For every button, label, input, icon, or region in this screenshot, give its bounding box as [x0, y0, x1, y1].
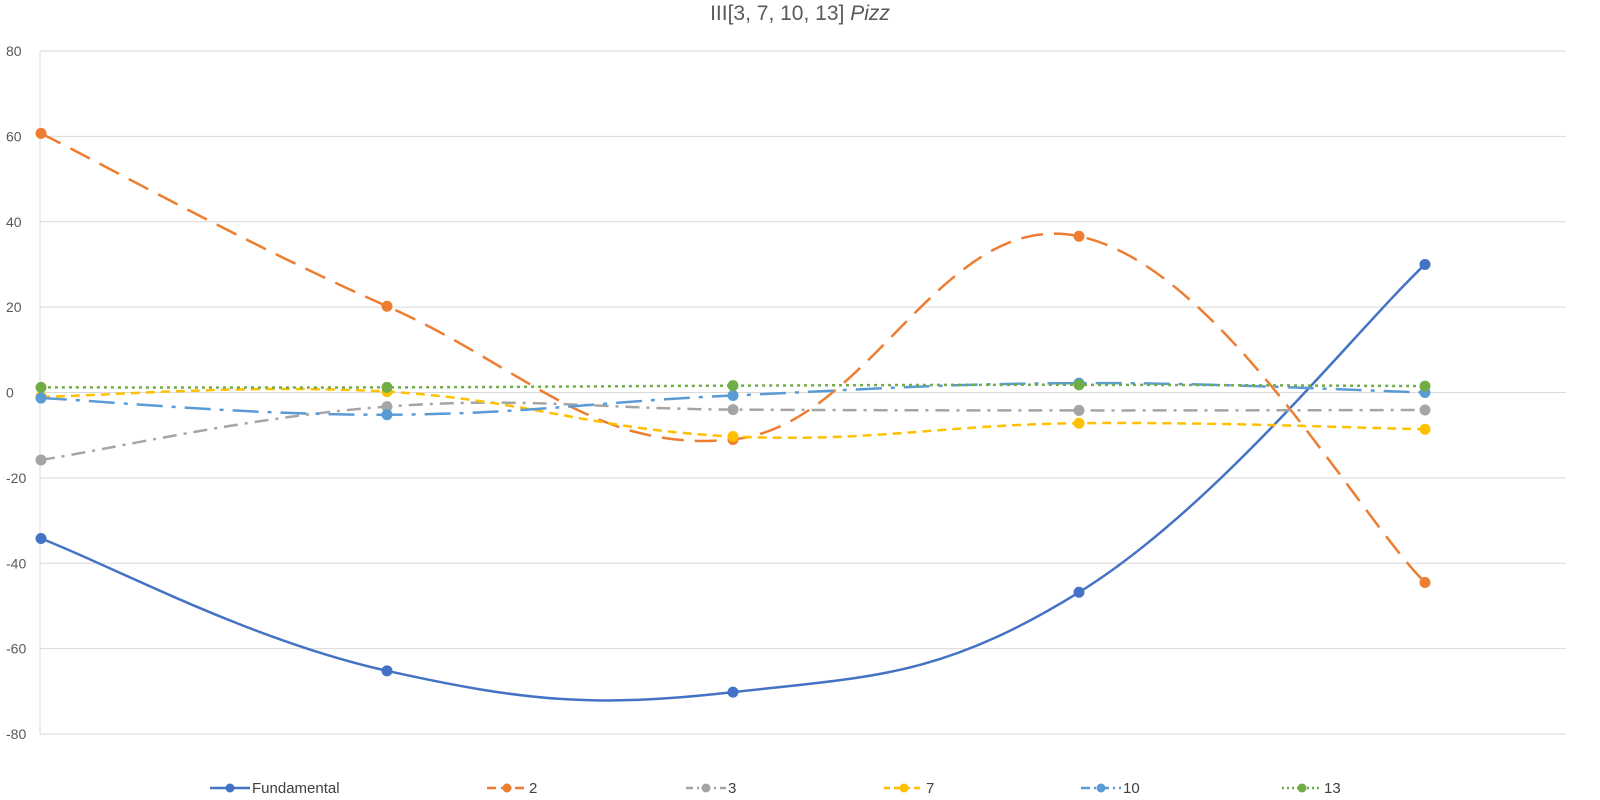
- y-tick-label: 0: [6, 385, 14, 401]
- data-point-2: [381, 300, 393, 312]
- data-point-3: [727, 404, 739, 416]
- legend: Fundamental 2 3 7 10 13: [0, 776, 1600, 800]
- data-point-7: [1073, 417, 1085, 429]
- data-point-10: [381, 409, 393, 421]
- data-point-7: [1419, 423, 1431, 435]
- y-tick-label: 20: [6, 299, 22, 315]
- data-point-2: [35, 127, 47, 139]
- data-point-13: [1073, 379, 1085, 391]
- gridlines: [40, 50, 1566, 735]
- legend-swatch-7: [884, 783, 924, 793]
- chart-title: III[3, 7, 10, 13] Pizz: [0, 2, 1600, 26]
- series-markers: [35, 127, 1431, 698]
- legend-item-7: 7: [884, 776, 934, 800]
- data-point-7: [727, 430, 739, 442]
- data-point-fundamental: [381, 665, 393, 677]
- data-point-3: [1419, 404, 1431, 416]
- legend-item-13: 13: [1282, 776, 1341, 800]
- legend-label: Fundamental: [252, 779, 340, 797]
- data-point-10: [727, 389, 739, 401]
- legend-label: 2: [529, 779, 538, 797]
- y-tick-label: -80: [6, 726, 26, 742]
- y-tick-label: -60: [6, 641, 26, 657]
- line-chart: 80 60 40 20 0 -20 -40 -60 -80: [6, 43, 1566, 742]
- legend-label: 3: [728, 779, 737, 797]
- legend-item-10: 10: [1081, 776, 1140, 800]
- series-line-2: [40, 132, 1426, 584]
- data-point-13: [1419, 380, 1431, 392]
- chart-title-italic: Pizz: [850, 2, 890, 25]
- data-point-13: [381, 381, 393, 393]
- y-tick-label: -20: [6, 470, 26, 486]
- legend-item-2: 2: [487, 776, 537, 800]
- legend-label: 10: [1123, 779, 1140, 797]
- series-lines: [40, 132, 1426, 702]
- data-point-fundamental: [727, 686, 739, 698]
- data-point-fundamental: [1073, 586, 1085, 598]
- data-point-3: [1073, 404, 1085, 416]
- legend-swatch-13: [1282, 783, 1322, 793]
- series-line-3: [40, 401, 1426, 462]
- y-tick-label: -40: [6, 555, 26, 571]
- axes: 80 60 40 20 0 -20 -40 -60 -80: [6, 43, 41, 742]
- data-point-2: [1073, 230, 1085, 242]
- y-tick-label: 80: [6, 43, 22, 59]
- y-tick-label: 60: [6, 128, 22, 144]
- legend-swatch-10: [1081, 783, 1121, 793]
- data-point-10: [35, 392, 47, 404]
- legend-item-fundamental: Fundamental: [210, 776, 340, 800]
- legend-swatch-2: [487, 783, 527, 793]
- legend-swatch-fundamental: [210, 783, 250, 793]
- data-point-13: [727, 380, 739, 392]
- series-line-fundamental: [40, 263, 1426, 702]
- data-point-fundamental: [35, 532, 47, 544]
- series-line-13: [40, 383, 1426, 389]
- legend-label: 13: [1324, 779, 1341, 797]
- chart-title-main: III[3, 7, 10, 13]: [710, 2, 845, 25]
- y-tick-label: 40: [6, 214, 22, 230]
- legend-item-3: 3: [686, 776, 736, 800]
- legend-label: 7: [926, 779, 935, 797]
- data-point-fundamental: [1419, 258, 1431, 270]
- data-point-3: [35, 454, 47, 466]
- data-point-13: [35, 381, 47, 393]
- data-point-2: [1419, 576, 1431, 588]
- legend-swatch-3: [686, 783, 726, 793]
